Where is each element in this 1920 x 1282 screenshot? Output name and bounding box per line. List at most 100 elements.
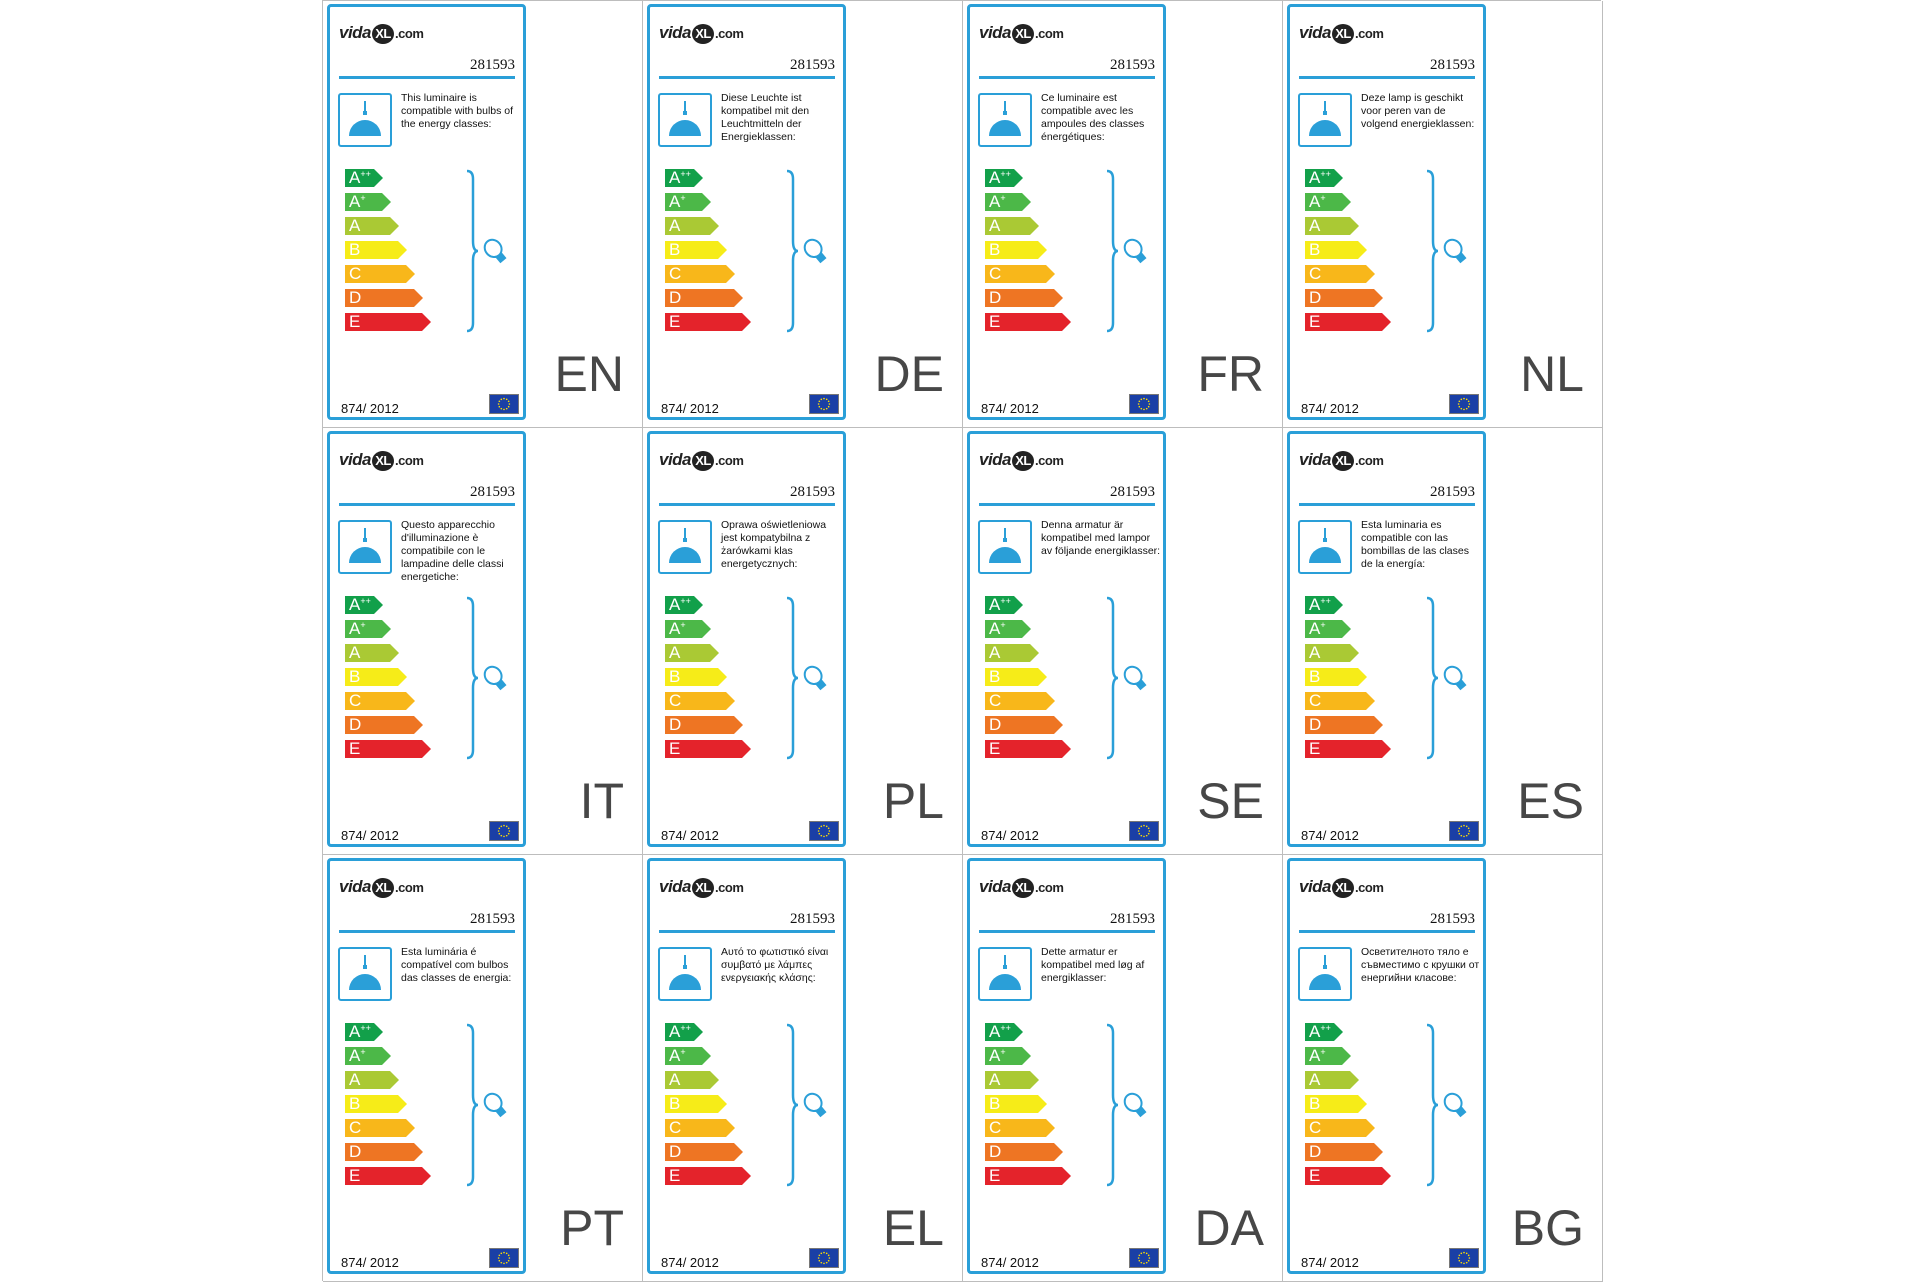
energy-label-card: vida XL .com 281593 Denna armatur är kompa… <box>967 431 1166 847</box>
light-bulb-icon <box>1443 1092 1467 1118</box>
divider <box>979 930 1155 933</box>
energy-class-arrow: C <box>985 692 1055 710</box>
language-code: SE <box>1197 773 1264 829</box>
compatibility-text: Dette armatur er kompatibel med løg af e… <box>1041 946 1145 984</box>
energy-class-arrow: A+ <box>1305 193 1351 211</box>
energy-class-arrow: A++ <box>1305 596 1343 614</box>
bracket-icon <box>786 169 799 333</box>
energy-class-arrow: E <box>665 740 751 758</box>
energy-class-arrow: A++ <box>665 169 703 187</box>
bracket-icon <box>1426 1023 1439 1187</box>
label-cell-it: vida XL .com 281593 Questo apparecchio d'i… <box>323 428 643 855</box>
language-code: PL <box>882 773 944 829</box>
light-bulb-icon <box>483 238 507 264</box>
bracket-icon <box>1106 1023 1119 1187</box>
energy-class-arrow: C <box>1305 265 1375 283</box>
regulation-number: 874/ 2012 <box>981 1255 1039 1270</box>
energy-class-arrow: A <box>665 217 719 235</box>
divider <box>339 503 515 506</box>
compatibility-text: Осветителното тяло е съвместимо с крушки… <box>1361 946 1480 984</box>
regulation-number: 874/ 2012 <box>1301 401 1359 416</box>
eu-flag-icon <box>809 394 839 414</box>
energy-class-arrow: A+ <box>1305 1047 1351 1065</box>
label-cell-se: vida XL .com 281593 Denna armatur är kompa… <box>963 428 1283 855</box>
energy-class-arrow: C <box>1305 692 1375 710</box>
energy-class-arrow: E <box>1305 313 1391 331</box>
energy-class-arrow: E <box>985 313 1071 331</box>
compatibility-text: Deze lamp is geschikt voor peren van de … <box>1361 92 1475 130</box>
regulation-number: 874/ 2012 <box>341 401 399 416</box>
energy-class-arrow: D <box>665 1143 743 1161</box>
pendant-lamp-icon <box>658 93 712 147</box>
energy-class-arrow: A <box>1305 217 1359 235</box>
label-cell-bg: vida XL .com 281593 Осветителното тяло е с… <box>1283 855 1603 1282</box>
energy-class-arrow: A+ <box>345 620 391 638</box>
language-code: DE <box>874 346 944 402</box>
regulation-number: 874/ 2012 <box>661 1255 719 1270</box>
pendant-lamp-icon <box>658 947 712 1001</box>
model-number: 281593 <box>790 484 835 500</box>
energy-class-scale: A++ A+ A B C D E <box>665 169 751 337</box>
energy-class-scale: A++ A+ A B C D E <box>1305 596 1391 764</box>
light-bulb-icon <box>1443 665 1467 691</box>
energy-class-arrow: D <box>1305 1143 1383 1161</box>
energy-label-card: vida XL .com 281593 Diese Leuchte ist komp… <box>647 4 846 420</box>
energy-class-scale: A++ A+ A B C D E <box>345 169 431 337</box>
compatibility-text: Esta luminária é compatível com bulbos d… <box>401 946 512 984</box>
energy-class-scale: A++ A+ A B C D E <box>985 596 1071 764</box>
eu-flag-icon <box>489 394 519 414</box>
model-number: 281593 <box>470 484 515 500</box>
energy-label-card: vida XL .com 281593 Αυτό το φωτιστικό είνα… <box>647 858 846 1274</box>
compatibility-text: Diese Leuchte ist kompatibel mit den Leu… <box>721 92 810 143</box>
energy-class-arrow: E <box>665 1167 751 1185</box>
language-code: EN <box>554 346 624 402</box>
model-number: 281593 <box>790 911 835 927</box>
energy-class-arrow: B <box>665 668 727 686</box>
energy-class-arrow: D <box>345 289 423 307</box>
energy-class-arrow: A++ <box>665 1023 703 1041</box>
bracket-icon <box>1426 169 1439 333</box>
bracket-icon <box>1426 596 1439 760</box>
light-bulb-icon <box>803 665 827 691</box>
divider <box>979 76 1155 79</box>
energy-label-card: vida XL .com 281593 Dette armatur er kompa… <box>967 858 1166 1274</box>
energy-class-scale: A++ A+ A B C D E <box>345 596 431 764</box>
energy-label-card: vida XL .com 281593 Esta luminária é compa… <box>327 858 526 1274</box>
divider <box>659 930 835 933</box>
model-number: 281593 <box>790 57 835 73</box>
energy-class-arrow: B <box>345 1095 407 1113</box>
pendant-lamp-icon <box>338 947 392 1001</box>
compatibility-text: Oprawa oświetleniowa jest kompatybilna z… <box>721 519 827 570</box>
brand-logo: vida XL .com <box>339 450 424 471</box>
energy-class-arrow: A+ <box>665 620 711 638</box>
energy-class-arrow: A++ <box>345 596 383 614</box>
language-code: BG <box>1511 1200 1584 1256</box>
bracket-icon <box>786 596 799 760</box>
energy-class-arrow: D <box>985 716 1063 734</box>
regulation-number: 874/ 2012 <box>981 401 1039 416</box>
energy-class-arrow: C <box>345 692 415 710</box>
energy-class-arrow: E <box>1305 740 1391 758</box>
regulation-number: 874/ 2012 <box>341 828 399 843</box>
energy-class-arrow: B <box>345 241 407 259</box>
energy-class-arrow: D <box>665 289 743 307</box>
energy-class-arrow: A <box>345 217 399 235</box>
bracket-icon <box>466 1023 479 1187</box>
model-number: 281593 <box>1430 484 1475 500</box>
eu-flag-icon <box>1449 1248 1479 1268</box>
model-number: 281593 <box>1430 57 1475 73</box>
light-bulb-icon <box>1443 238 1467 264</box>
eu-flag-icon <box>1129 1248 1159 1268</box>
brand-logo: vida XL .com <box>1299 23 1384 44</box>
pendant-lamp-icon <box>978 520 1032 574</box>
divider <box>339 930 515 933</box>
energy-class-arrow: E <box>985 740 1071 758</box>
energy-class-arrow: A+ <box>345 193 391 211</box>
energy-label-card: vida XL .com 281593 Ce luminaire est compa… <box>967 4 1166 420</box>
energy-label-grid: vida XL .com 281593 This luminaire is comp… <box>322 0 1603 1282</box>
regulation-number: 874/ 2012 <box>981 828 1039 843</box>
brand-logo: vida XL .com <box>979 877 1064 898</box>
pendant-lamp-icon <box>658 520 712 574</box>
energy-class-arrow: A+ <box>985 620 1031 638</box>
pendant-lamp-icon <box>1298 93 1352 147</box>
